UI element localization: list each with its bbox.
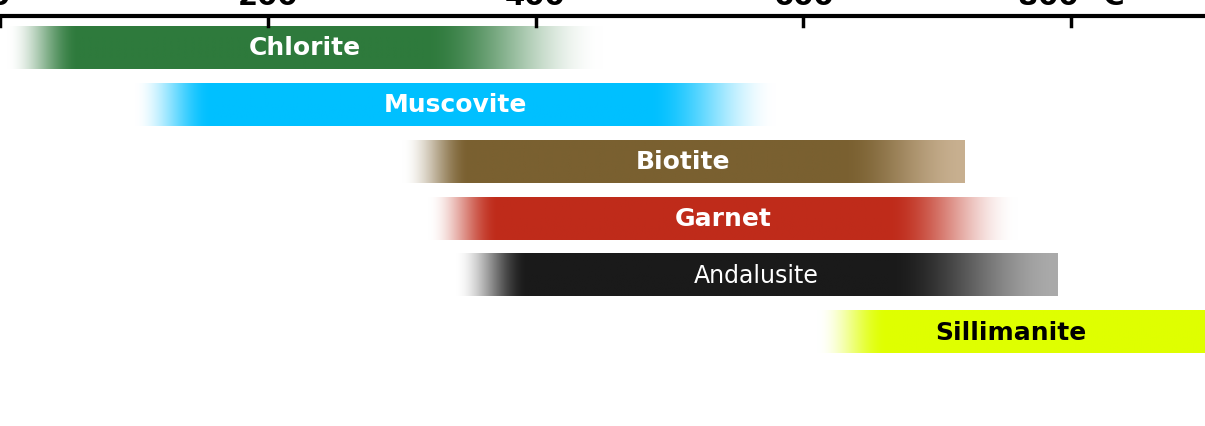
Text: Muscovite: Muscovite xyxy=(383,93,527,117)
Text: 400: 400 xyxy=(505,0,566,12)
Text: Andalusite: Andalusite xyxy=(694,264,819,288)
Text: 600: 600 xyxy=(772,0,834,12)
Text: 0: 0 xyxy=(0,0,10,12)
Text: Chlorite: Chlorite xyxy=(248,36,360,60)
Text: Garnet: Garnet xyxy=(675,207,771,230)
Text: 800° C: 800° C xyxy=(1018,0,1124,12)
Text: 200: 200 xyxy=(237,0,298,12)
Text: Biotite: Biotite xyxy=(635,150,730,174)
Text: Sillimanite: Sillimanite xyxy=(935,320,1087,344)
